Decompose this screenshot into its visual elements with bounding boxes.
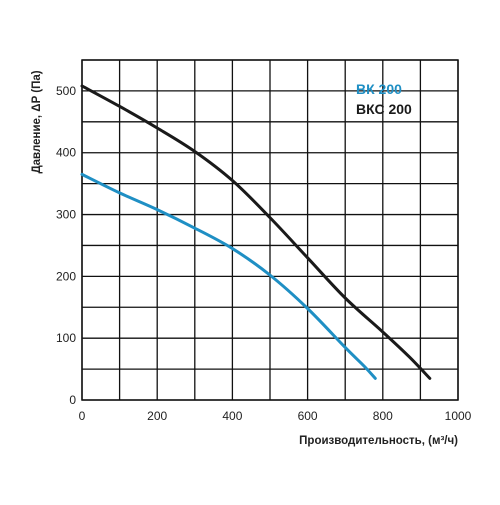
legend-label-bk200: ВК 200: [356, 81, 402, 97]
y-axis-title: Давление, ΔP (Па): [31, 70, 43, 173]
y-tick-label: 200: [56, 269, 76, 283]
x-tick-label: 400: [222, 409, 242, 423]
grid: [81, 59, 459, 401]
x-axis-title: Производительность, (м³/ч): [299, 435, 458, 447]
x-tick-label: 200: [147, 409, 167, 423]
x-tick-label: 800: [373, 409, 393, 423]
plot-frame: [81, 59, 459, 401]
y-tick-label: 100: [56, 331, 76, 345]
y-tick-label: 300: [56, 208, 76, 222]
tick-labels: 0 200 400 600 800 1000 0 100 200 300 400 500: [56, 84, 472, 423]
y-tick-label: 500: [56, 84, 76, 98]
x-tick-label: 600: [298, 409, 318, 423]
x-tick-label: 1000: [445, 409, 472, 423]
y-tick-label: 0: [69, 393, 76, 407]
legend-label-bks200: ВКС 200: [356, 101, 412, 117]
y-tick-label: 400: [56, 146, 76, 160]
series-lines: [80, 84, 432, 380]
series-line-bk200: [80, 172, 377, 380]
x-tick-label: 0: [79, 409, 86, 423]
series-line-bks200: [80, 84, 432, 380]
